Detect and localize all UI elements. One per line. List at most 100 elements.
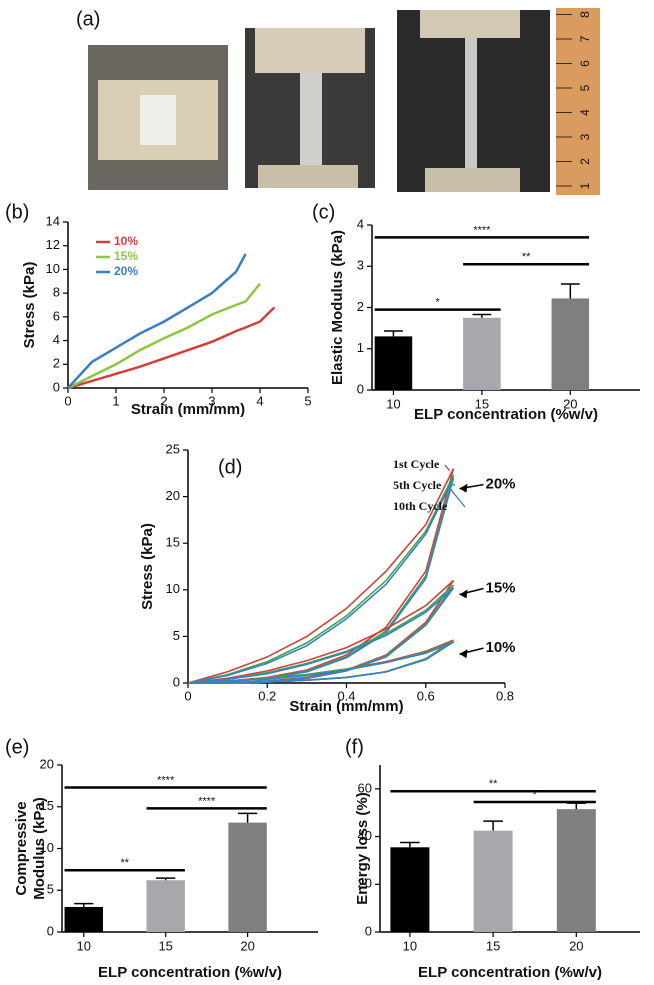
y-tick-label: 5 [173,628,180,643]
y-tick-label: 20 [40,756,54,771]
cycle-label: 10th Cycle [393,499,448,513]
cycle-curve [187,477,455,684]
y-axis-label: Compressive [13,801,30,895]
bar [556,809,596,932]
bar [463,317,501,390]
ruler-label: 6 [578,60,592,67]
y-tick-label: 25 [166,441,180,456]
x-tick-label: 0 [184,688,191,703]
x-tick-label: 20 [569,938,583,953]
bar [228,822,267,932]
photos [88,8,600,195]
panel-label: (e) [5,736,29,758]
legend-label: 20% [114,264,138,278]
y-tick-label: 10 [46,261,60,276]
x-axis-label: ELP concentration (%w/v) [98,964,282,981]
significance-label: * [436,296,441,308]
x-tick-label: 4 [256,393,263,408]
y-tick-label: 3 [357,258,364,273]
y-tick-label: 0 [357,381,364,396]
y-tick-label: 15 [40,798,54,813]
y-axis-label: Stress (kPa) [139,523,156,610]
photo-clamp [425,168,520,192]
y-tick-label: 14 [46,213,60,228]
ruler-label: 3 [578,133,592,140]
y-tick-label: 2 [53,356,60,371]
y-tick-label: 15 [166,535,180,550]
ruler-label: 8 [578,11,592,18]
group-arrowhead [459,483,468,493]
y-axis-label: Elastic Modulus (kPa) [329,230,346,385]
x-tick-label: 15 [486,938,500,953]
cycle-curve [187,587,455,684]
x-tick-label: 10 [386,396,400,411]
cycle-curve [187,468,455,684]
group-arrowhead [459,649,468,659]
x-axis-label: ELP concentration (%w/v) [418,964,602,981]
ruler-label: 5 [578,84,592,91]
cycle-arrow [444,464,450,472]
x-tick-label: 15 [158,938,172,953]
y-tick-label: 1 [357,340,364,355]
y-tick-label: 0 [47,923,54,938]
group-label: 10% [485,639,515,656]
x-tick-label: 5 [304,393,311,408]
x-tick-label: 0.4 [337,688,355,703]
bar [551,298,590,390]
x-tick-label: 3 [208,393,215,408]
series-line [67,282,261,390]
legend-label: 15% [114,249,138,263]
cycle-label: 5th Cycle [393,478,442,492]
y-tick-label: 0 [173,674,180,689]
series-line [67,306,276,390]
ruler-label: 4 [578,109,592,116]
bar [473,830,513,932]
y-tick-label: 8 [53,285,60,300]
x-tick-label: 0 [64,393,71,408]
y-tick-label: 10 [166,581,180,596]
x-axis-label: Strain (mm/mm) [289,698,403,715]
photo-sample [300,73,322,168]
cycle-curve [187,639,454,684]
panel-label: (f) [345,736,364,758]
photo-clamp [255,28,365,73]
bar [390,847,430,932]
cycle-arrow [449,480,456,487]
y-tick-label: 6 [53,308,60,323]
y-tick-label: 20 [166,488,180,503]
x-tick-label: 10 [403,938,417,953]
cycle-curve [187,640,454,684]
y-tick-label: 4 [53,332,60,347]
cycle-curve [187,641,454,684]
bar [374,336,413,390]
bar [146,880,185,932]
significance-label: ** [489,778,498,790]
significance-label: ** [120,857,129,869]
x-tick-label: 0.8 [496,688,514,703]
ruler-label: 1 [578,182,592,189]
y-axis-label: Stress (kPa) [21,262,38,349]
legend-label: 10% [114,234,138,248]
group-label: 15% [485,579,515,596]
cycle-arrow [448,487,466,508]
y-tick-label: 4 [357,216,364,231]
y-axis-label: Energy loss (%) [354,792,371,905]
cycle-label: 1st Cycle [393,457,440,471]
photo-sample [140,95,176,145]
photo-clamp [258,165,358,188]
ruler-label: 7 [578,35,592,42]
x-tick-label: 1 [112,393,119,408]
y-tick-label: 40 [358,828,372,843]
group-arrowhead [459,589,468,599]
x-tick-label: 10 [77,938,91,953]
y-tick-label: 10 [40,840,54,855]
x-tick-label: 0.2 [258,688,276,703]
panel-label: (b) [5,201,29,223]
significance-label: **** [473,224,491,236]
bar [64,906,103,932]
photo-clamp [420,10,520,38]
panel-label: (c) [312,201,335,223]
y-tick-label: 20 [358,876,372,891]
x-tick-label: 15 [475,396,489,411]
